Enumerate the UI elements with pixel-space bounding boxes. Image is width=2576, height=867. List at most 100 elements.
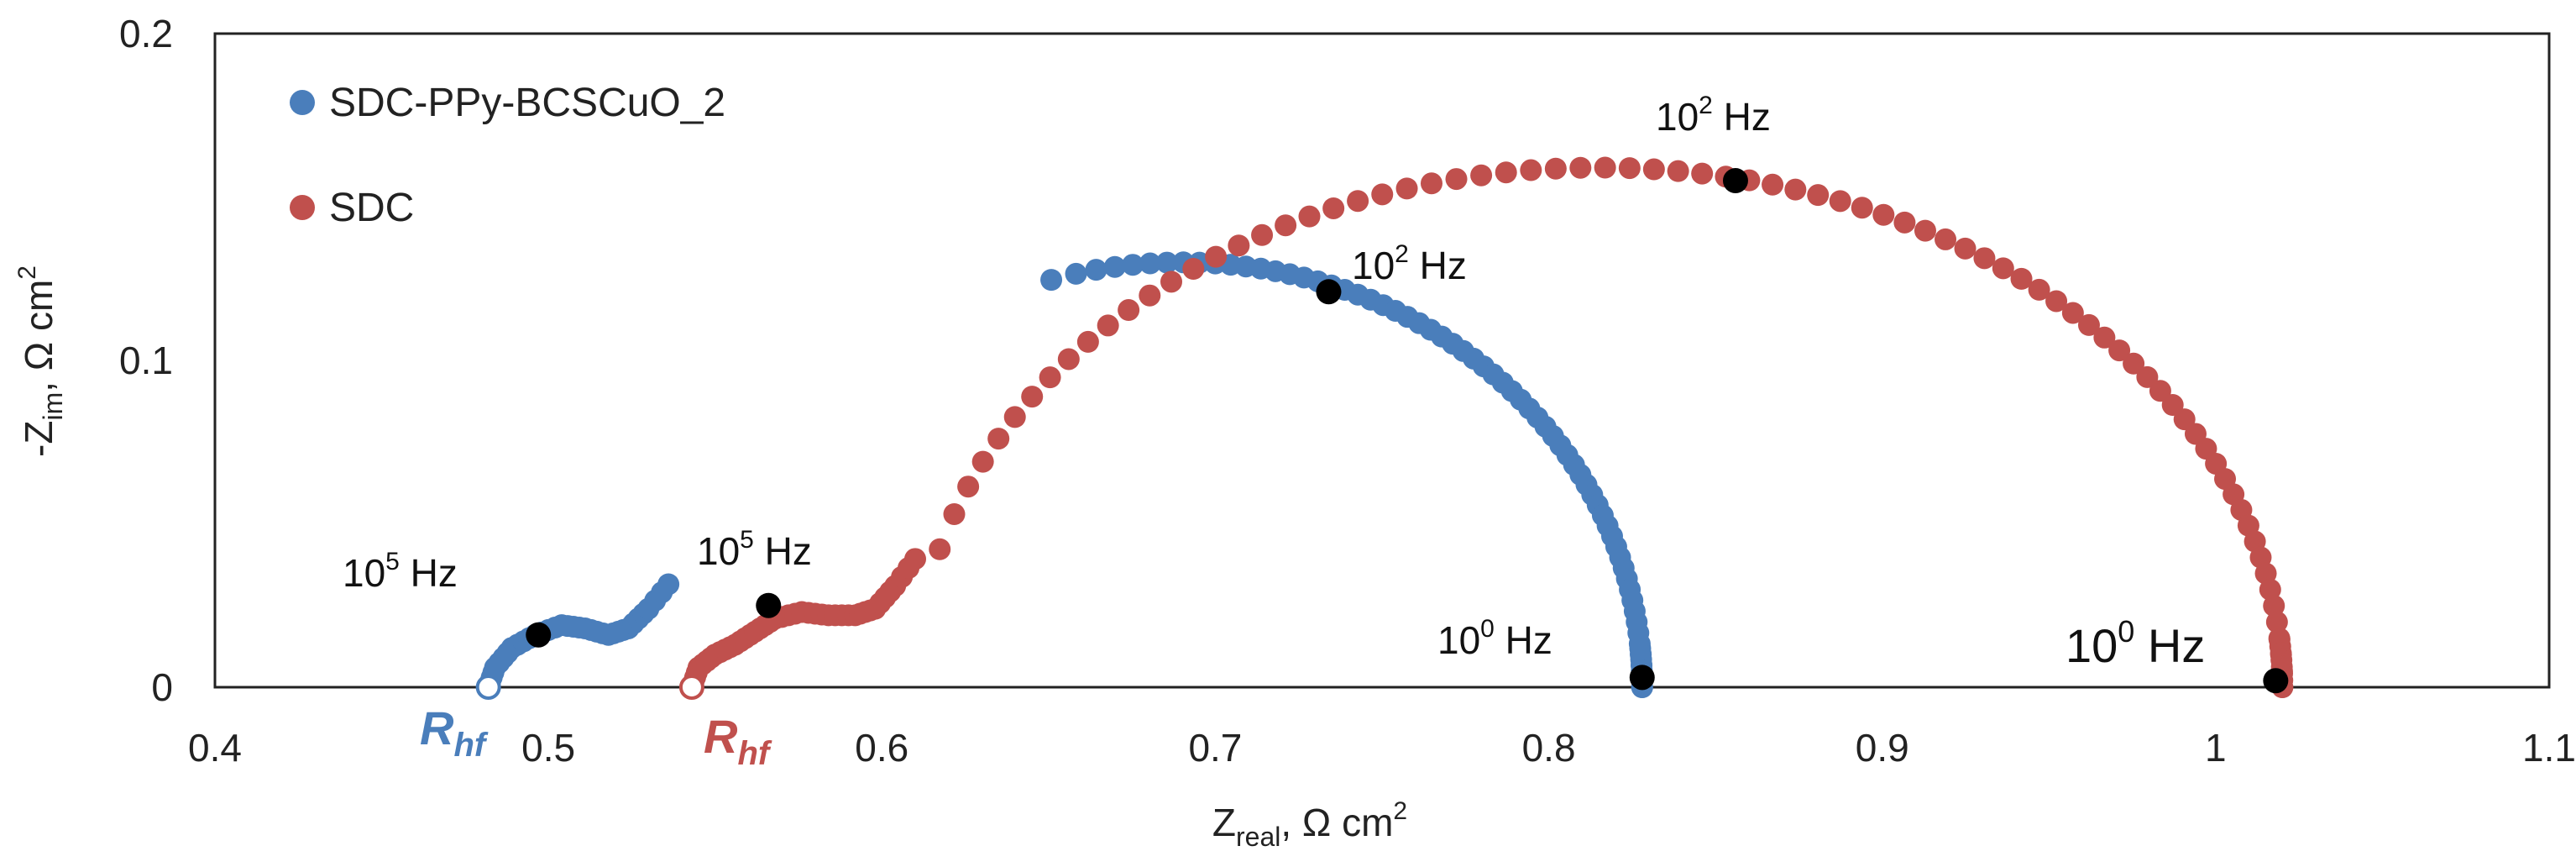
data-point bbox=[1155, 251, 1178, 274]
data-point bbox=[1371, 183, 1394, 206]
y-tick-label: 0 bbox=[151, 665, 173, 709]
data-point bbox=[1569, 156, 1592, 179]
x-tick-label: 1 bbox=[2205, 726, 2227, 770]
x-tick-label: 0.4 bbox=[188, 726, 242, 770]
data-point bbox=[904, 548, 926, 570]
data-point bbox=[1003, 406, 1026, 428]
data-point bbox=[2108, 339, 2131, 362]
frequency-marker bbox=[1722, 168, 1748, 194]
data-point bbox=[1762, 173, 1784, 196]
rhf-marker bbox=[678, 675, 704, 700]
series-layer bbox=[475, 156, 2294, 700]
data-point bbox=[1784, 178, 1807, 201]
data-point bbox=[2093, 326, 2116, 349]
data-point bbox=[971, 450, 994, 473]
data-point bbox=[1914, 219, 1936, 242]
frequency-marker bbox=[526, 622, 552, 648]
data-point bbox=[1139, 284, 1161, 307]
data-point bbox=[1118, 299, 1140, 322]
data-point bbox=[1228, 234, 1250, 257]
x-tick-label: 0.5 bbox=[521, 726, 575, 770]
y-axis-title: -Zim, Ω cm2 bbox=[13, 265, 68, 457]
data-point bbox=[1618, 157, 1641, 180]
data-point bbox=[1992, 257, 2014, 280]
rhf-label-blue: Rhf bbox=[420, 701, 489, 764]
data-point bbox=[2149, 380, 2171, 402]
data-point bbox=[1851, 197, 1873, 219]
data-point bbox=[1085, 259, 1107, 281]
freq-label-blue-1e0: 100 Hz bbox=[1437, 615, 1552, 662]
legend-swatch-sdc-ppy bbox=[290, 90, 315, 115]
frequency-marker bbox=[2263, 668, 2289, 694]
data-point bbox=[1973, 247, 1996, 270]
data-point bbox=[1893, 211, 1916, 234]
data-point bbox=[1544, 157, 1567, 180]
data-point bbox=[1057, 348, 1080, 370]
data-point bbox=[1395, 177, 1418, 200]
data-point bbox=[657, 573, 680, 596]
freq-label-blue-1e5: 105 Hz bbox=[343, 548, 458, 595]
legend-swatch-sdc bbox=[290, 195, 315, 220]
data-point bbox=[1347, 190, 1369, 213]
data-point bbox=[1495, 161, 1517, 184]
data-point bbox=[1807, 184, 1830, 207]
x-tick-label: 0.7 bbox=[1188, 726, 1242, 770]
data-point bbox=[2265, 611, 2288, 633]
x-tick-label: 0.8 bbox=[1522, 726, 1576, 770]
legend-label-sdc-ppy: SDC-PPy-BCSCuO_2 bbox=[329, 81, 725, 125]
data-point bbox=[1097, 314, 1119, 337]
data-point bbox=[2263, 595, 2285, 617]
data-point bbox=[1182, 257, 1205, 280]
data-point bbox=[1122, 254, 1144, 276]
data-point bbox=[2061, 302, 2084, 324]
x-tick-label: 0.9 bbox=[1856, 726, 1909, 770]
data-point bbox=[2045, 290, 2068, 313]
data-point bbox=[1103, 255, 1126, 278]
y-tick-label: 0.1 bbox=[119, 339, 173, 382]
data-point bbox=[1039, 366, 1061, 389]
data-point bbox=[1160, 271, 1183, 293]
data-point bbox=[1040, 269, 1063, 292]
data-point bbox=[2010, 267, 2033, 290]
data-point bbox=[1205, 245, 1228, 268]
x-axis-title: Zreal, Ω cm2 bbox=[1212, 797, 1407, 852]
data-point bbox=[1251, 223, 1274, 246]
data-point bbox=[1322, 197, 1345, 219]
data-point bbox=[1872, 203, 1895, 226]
x-tick-label: 1.1 bbox=[2522, 726, 2576, 770]
frequency-marker bbox=[756, 592, 782, 618]
x-axis-ticks: 0.4 0.5 0.6 0.7 0.8 0.9 1 1.1 bbox=[188, 726, 2576, 770]
data-point bbox=[1954, 237, 1977, 260]
data-point bbox=[1420, 172, 1442, 195]
freq-label-red-1e5: 105 Hz bbox=[697, 526, 812, 573]
frequency-labels: 105 Hz 102 Hz 100 Hz 105 Hz 102 Hz 100 H… bbox=[343, 92, 2205, 672]
data-point bbox=[1829, 190, 1851, 213]
data-point bbox=[1065, 262, 1087, 285]
rhf-marker bbox=[475, 675, 501, 700]
y-tick-label: 0.2 bbox=[119, 12, 173, 55]
data-point bbox=[1445, 168, 1468, 191]
x-tick-label: 0.6 bbox=[855, 726, 908, 770]
freq-label-red-1e2: 102 Hz bbox=[1656, 92, 1771, 139]
frequency-marker bbox=[1629, 665, 1655, 691]
data-point bbox=[1935, 228, 1957, 250]
legend-label-sdc: SDC bbox=[329, 186, 414, 230]
data-point bbox=[1076, 330, 1099, 353]
data-point bbox=[2136, 365, 2159, 388]
data-point bbox=[2123, 352, 2145, 375]
data-point bbox=[929, 538, 951, 560]
data-point bbox=[1691, 162, 1714, 185]
frequency-marker-layer bbox=[526, 168, 2289, 694]
data-point bbox=[1594, 156, 1616, 179]
freq-label-red-1e0: 100 Hz bbox=[2066, 614, 2205, 672]
data-point bbox=[2077, 313, 2100, 336]
legend: SDC-PPy-BCSCuO_2 SDC bbox=[290, 81, 725, 230]
data-point bbox=[1520, 159, 1542, 181]
rhf-label-red: Rhf bbox=[704, 710, 772, 772]
data-point bbox=[1298, 205, 1321, 228]
frequency-marker bbox=[1316, 279, 1342, 305]
data-point bbox=[987, 428, 1010, 450]
y-axis-ticks: 0 0.1 0.2 bbox=[119, 12, 173, 709]
data-point bbox=[1642, 158, 1665, 181]
